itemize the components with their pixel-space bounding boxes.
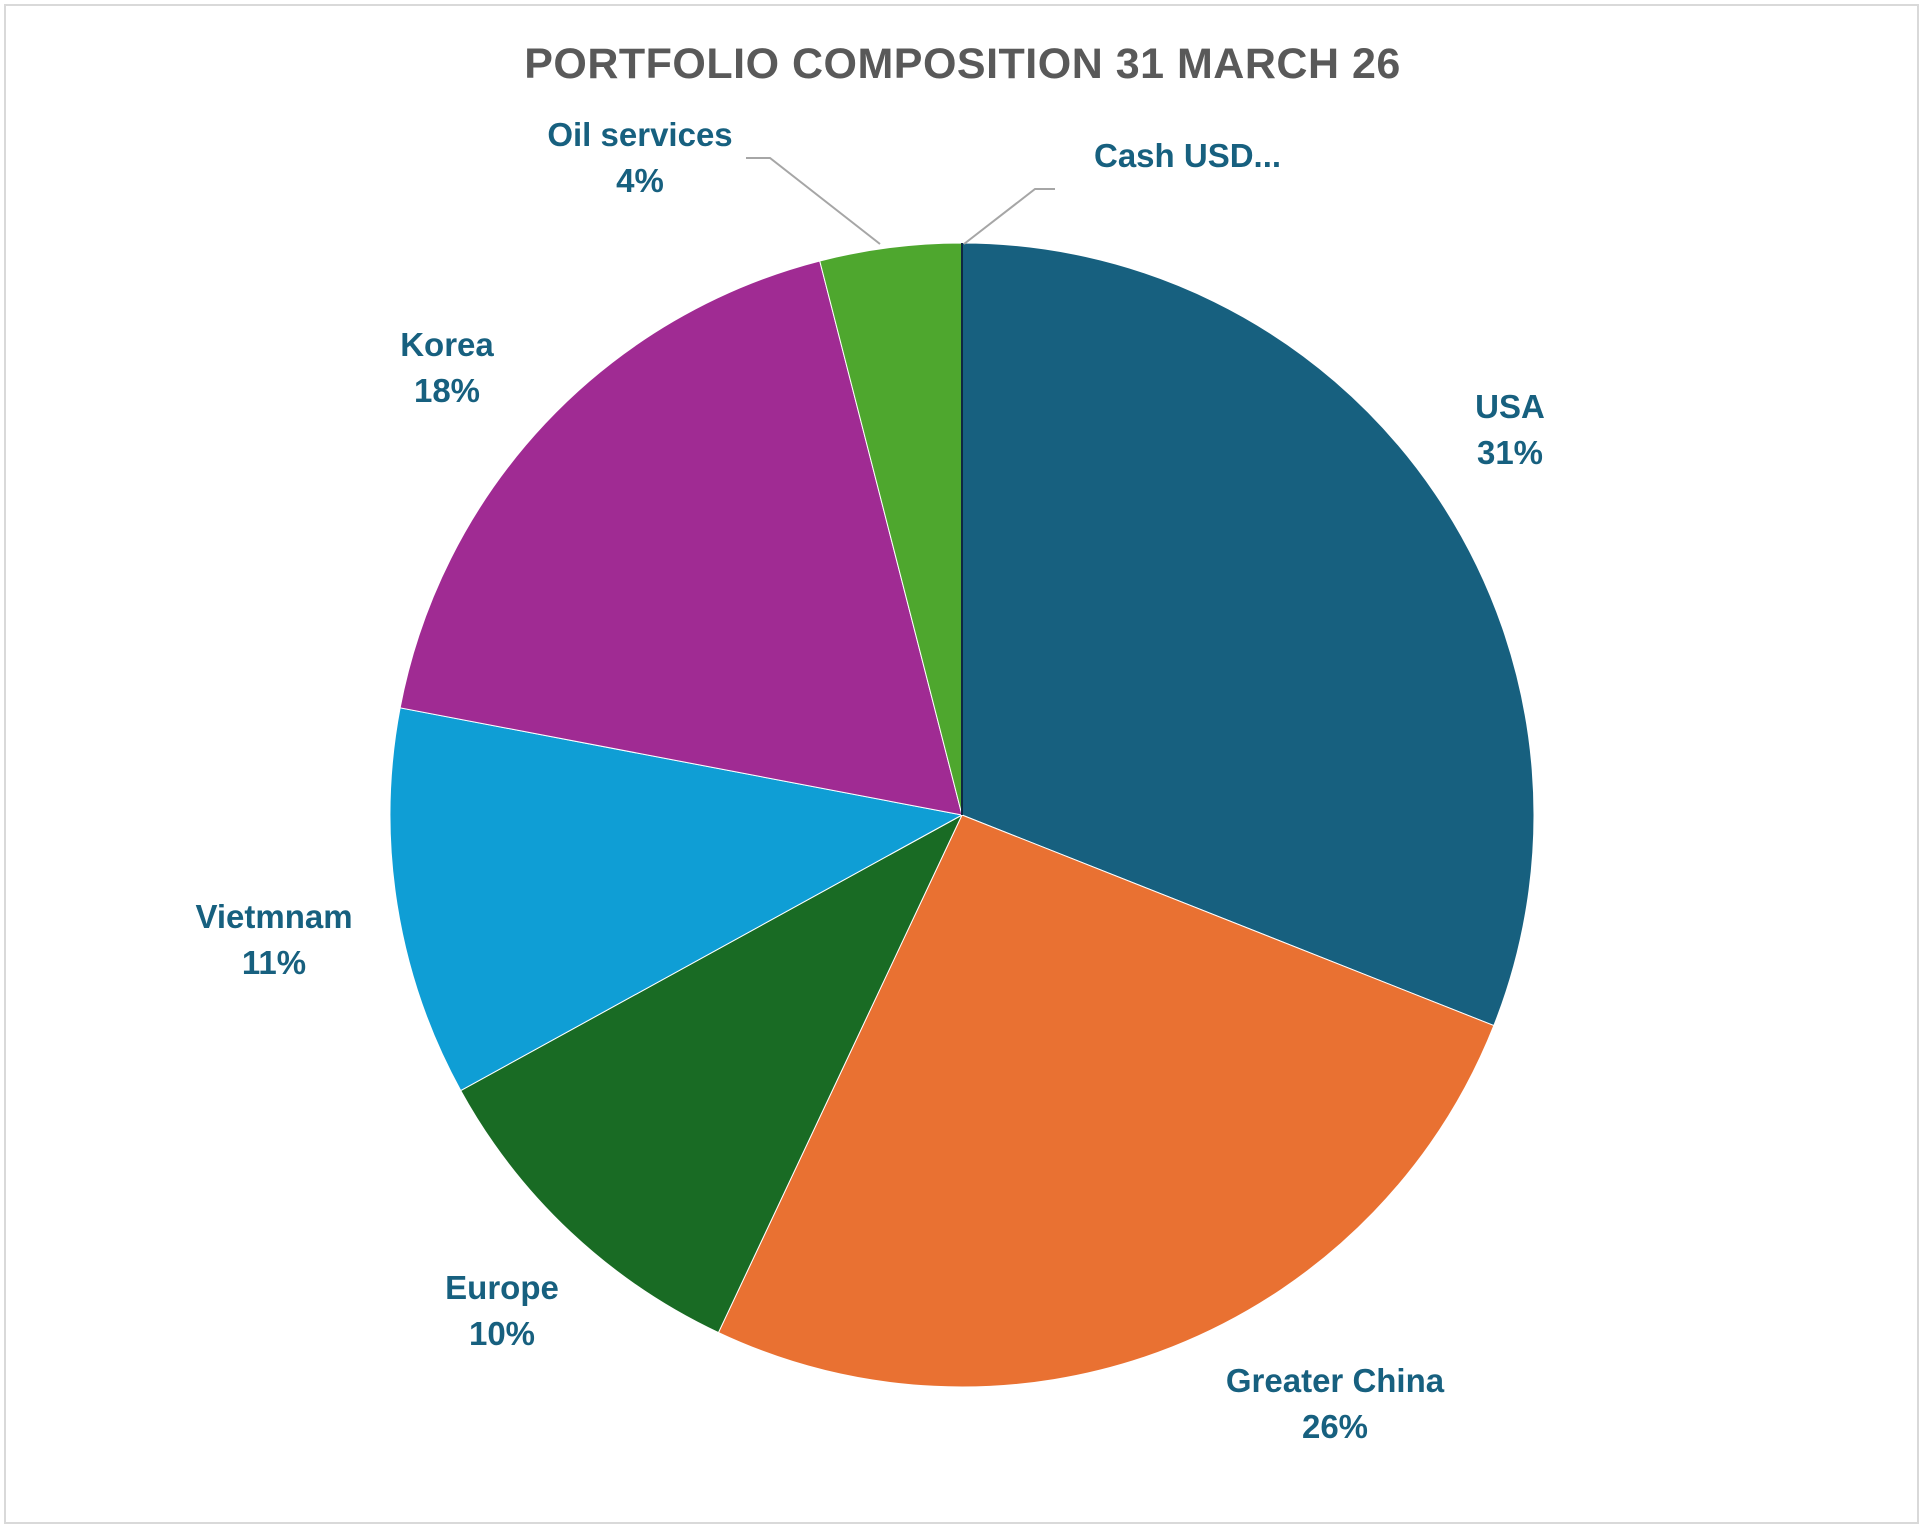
slice-europe: [460, 813, 964, 1334]
slice-vietmnam: [389, 707, 964, 1092]
leader-line-oil-services: [746, 157, 881, 245]
label-name-cash-usd: Cash USD...: [1094, 137, 1281, 174]
pie-labels: USA 31% Greater China 26% Europe 10% Vietmnam 1…: [195, 116, 1544, 1445]
label-name-greater-china: Greater China: [1226, 1362, 1445, 1399]
label-value-vietmnam: 11%: [242, 944, 306, 981]
label-name-korea: Korea: [400, 326, 494, 363]
label-oil-services: Oil services 4%: [547, 116, 732, 199]
label-usa: USA 31%: [1475, 388, 1545, 471]
label-value-usa: 31%: [1477, 434, 1543, 471]
label-name-vietmnam: Vietmnam: [195, 898, 352, 935]
label-korea: Korea 18%: [400, 326, 494, 409]
pie-slices: [389, 242, 1535, 1388]
label-vietmnam: Vietmnam 11%: [195, 898, 352, 981]
label-value-europe: 10%: [469, 1315, 535, 1352]
label-name-oil-services: Oil services: [547, 116, 732, 153]
leader-line-cash-usd: [963, 188, 1055, 245]
label-name-usa: USA: [1475, 388, 1545, 425]
label-europe: Europe 10%: [445, 1269, 559, 1352]
chart-title: PORTFOLIO COMPOSITION 31 MARCH 26: [524, 40, 1401, 88]
slice-korea: [399, 260, 963, 816]
leader-lines: [746, 157, 1055, 245]
label-name-europe: Europe: [445, 1269, 559, 1306]
label-value-korea: 18%: [414, 372, 480, 409]
slice-usa: [961, 242, 1535, 1027]
label-value-oil-services: 4%: [616, 162, 664, 199]
label-value-greater-china: 26%: [1302, 1408, 1368, 1445]
slice-greater-china: [717, 814, 1495, 1388]
label-greater-china: Greater China 26%: [1226, 1362, 1445, 1445]
label-cash-usd: Cash USD...: [1094, 137, 1281, 174]
